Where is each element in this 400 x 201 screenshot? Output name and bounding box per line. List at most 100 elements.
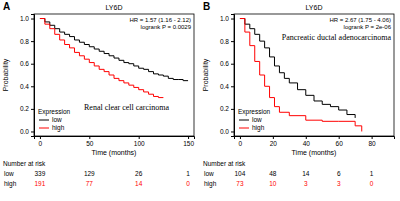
risk-count: 191 — [34, 180, 45, 187]
legend-swatch — [239, 120, 249, 121]
legend: Expressionlowhigh — [38, 108, 71, 132]
risk-count: 1 — [186, 170, 190, 177]
y-tick-mark — [31, 109, 34, 110]
y-tick-label: 0.0 — [220, 128, 229, 135]
x-tick-mark — [273, 136, 274, 139]
risk-count: 129 — [84, 170, 95, 177]
x-tick-mark — [240, 136, 241, 139]
y-tick-mark — [31, 19, 34, 20]
x-tick: 20 — [270, 136, 278, 147]
y-tick-label: 0.6 — [220, 60, 229, 67]
y-tick-label: 0.2 — [220, 105, 229, 112]
risk-count: 6 — [337, 170, 341, 177]
figure: 0501001500.00.20.40.60.81.0ALY6DTime (mo… — [0, 0, 400, 201]
y-tick: 0.2 — [220, 105, 234, 112]
legend-label: high — [52, 124, 65, 132]
risk-count: 0 — [370, 180, 374, 187]
stat-annotation: logrank P = 2e-06 — [344, 24, 392, 30]
panel-label: A — [3, 1, 10, 12]
risk-table: Number at risklow104481461high7310330 — [203, 160, 374, 188]
risk-count: 26 — [135, 170, 143, 177]
x-tick-mark — [306, 136, 307, 139]
x-tick-label: 50 — [86, 140, 94, 147]
x-tick: 80 — [368, 136, 376, 147]
y-tick: 0.0 — [20, 128, 34, 135]
plot-frame — [34, 14, 194, 136]
y-axis-title: Probability — [202, 58, 210, 91]
risk-count: 104 — [234, 170, 245, 177]
x-axis-title: Time (months) — [92, 149, 137, 157]
y-tick: 0.8 — [220, 38, 234, 45]
x-tick: 50 — [86, 136, 94, 147]
y-tick: 1.0 — [220, 15, 234, 22]
y-tick: 0.8 — [20, 38, 34, 45]
risk-row-label: low — [4, 170, 14, 177]
x-tick: 100 — [134, 136, 145, 147]
y-tick-mark — [231, 19, 234, 20]
y-axis: 0.0 0.2 0.4 0.6 0.8 1.0 — [220, 15, 235, 137]
x-tick-mark — [89, 136, 90, 139]
y-tick-mark — [231, 41, 234, 42]
plot-area — [40, 19, 188, 98]
y-tick-mark — [231, 64, 234, 65]
x-axis: 020406080 — [235, 136, 395, 147]
x-tick: 40 — [303, 136, 311, 147]
y-tick-mark — [31, 41, 34, 42]
legend-label: low — [52, 116, 62, 123]
y-axis-title: Probability — [2, 58, 10, 91]
risk-count: 0 — [186, 180, 190, 187]
y-tick-mark — [231, 131, 234, 132]
y-tick: 0.4 — [20, 83, 34, 90]
risk-count: 3 — [304, 180, 308, 187]
x-axis-title: Time (months) — [292, 149, 337, 157]
y-axis: 0.0 0.2 0.4 0.6 0.8 1.0 — [20, 15, 35, 137]
legend-swatch — [39, 120, 49, 121]
y-tick-mark — [31, 131, 34, 132]
stat-annotation: HR = 2.67 (1.75 - 4.06) — [329, 17, 391, 23]
plot-frame — [234, 14, 394, 136]
y-tick: 1.0 — [20, 15, 34, 22]
x-tick-mark — [372, 136, 373, 139]
legend-label: low — [252, 116, 262, 123]
panel: 0 20 40 60 80 0.0 0.2 0.4 0.6 0.8 1.0 B LY6D Time (mo… — [202, 1, 395, 188]
x-tick-label: 60 — [336, 140, 344, 147]
y-tick-label: 1.0 — [20, 15, 29, 22]
x-tick: 0 — [39, 136, 43, 147]
y-tick: 0.4 — [220, 83, 234, 90]
y-axis-line — [31, 15, 35, 137]
x-axis: 0 50 100 150 — [35, 136, 195, 147]
x-tick-mark — [339, 136, 340, 139]
y-tick-label: 0.4 — [20, 83, 29, 90]
y-tick-label: 0.4 — [220, 83, 229, 90]
y-tick-label: 0.6 — [20, 60, 29, 67]
risk-table-title: Number at risk — [3, 160, 46, 167]
risk-row-label: high — [204, 180, 217, 188]
y-axis-line — [231, 15, 235, 137]
risk-row-label: high — [4, 180, 17, 188]
risk-count: 1 — [370, 170, 374, 177]
x-axis-line — [35, 137, 195, 140]
x-tick-label: 40 — [303, 140, 311, 147]
panel-label: B — [203, 1, 210, 12]
y-tick: 0.0 — [220, 128, 234, 135]
y-tick: 0.2 — [20, 105, 34, 112]
legend-label: high — [252, 124, 265, 132]
risk-count: 3 — [337, 180, 341, 187]
stat-annotation: HR = 1.57 (1.16 - 2.12) — [129, 17, 191, 23]
x-tick: 150 — [183, 136, 194, 147]
risk-table-title: Number at risk — [203, 160, 246, 167]
legend-swatch — [39, 128, 49, 129]
x-tick-label: 80 — [368, 140, 376, 147]
x-tick: 60 — [336, 136, 344, 147]
cohort-annotation: Pancreatic ductal adenocarcinoma — [282, 33, 392, 42]
y-tick-mark — [231, 109, 234, 110]
survival-line — [40, 19, 163, 98]
legend: Expressionlowhigh — [238, 108, 271, 132]
risk-row-label: low — [204, 170, 214, 177]
y-tick-label: 0.2 — [20, 105, 29, 112]
title: LY6D — [106, 4, 123, 11]
x-tick-mark — [40, 136, 41, 139]
title: LY6D — [306, 4, 323, 11]
x-tick-mark — [139, 136, 140, 139]
y-tick-label: 0.8 — [220, 38, 229, 45]
